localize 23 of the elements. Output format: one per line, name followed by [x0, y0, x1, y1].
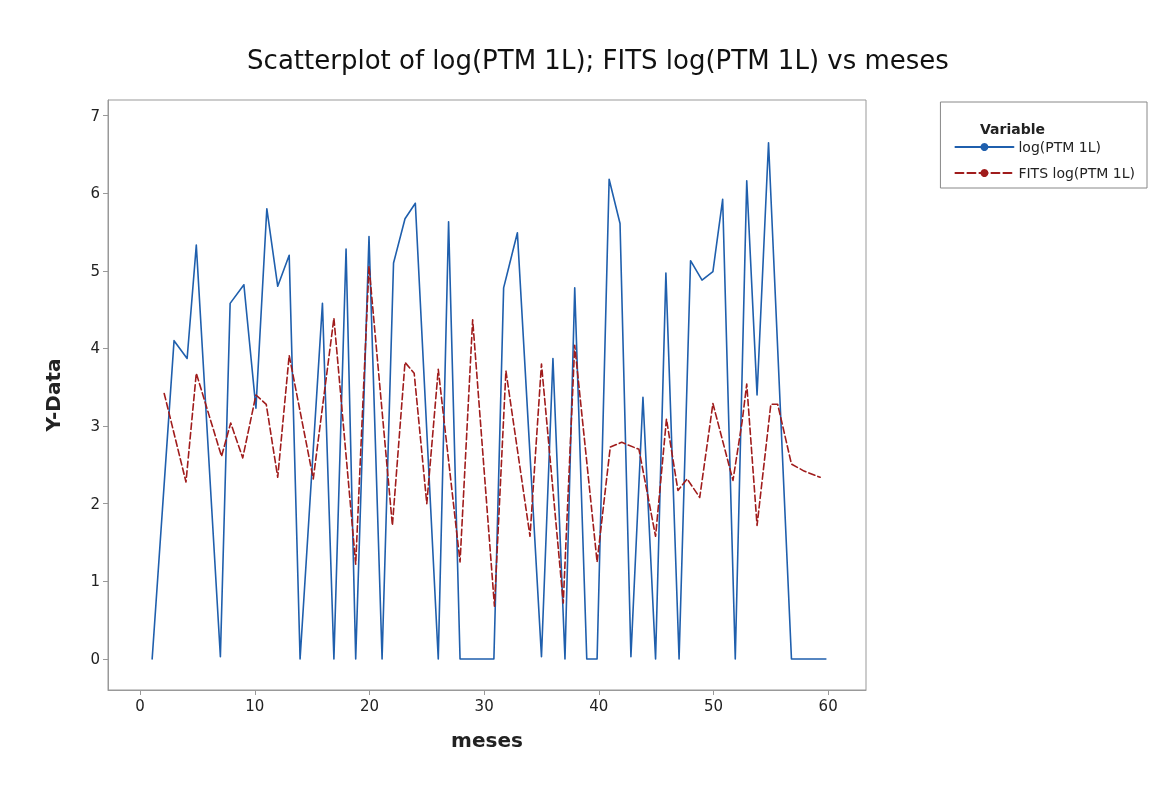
y-tick-label: 2: [90, 494, 100, 513]
chart-title: Scatterplot of log(PTM 1L); FITS log(PTM 1L) vs meses: [247, 45, 949, 75]
legend-label: log(PTM 1L): [1018, 139, 1101, 155]
x-tick-label: 10: [245, 696, 265, 715]
line-series: [151, 141, 827, 660]
x-tick-label: 0: [135, 696, 145, 715]
x-tick-label: 40: [589, 696, 609, 715]
y-axis-title: Y-Data: [41, 358, 65, 433]
y-tick-label: 5: [90, 261, 100, 280]
legend-label: FITS log(PTM 1L): [1018, 165, 1136, 181]
y-tick-label: 0: [90, 649, 100, 668]
x-axis-title: meses: [451, 728, 523, 752]
y-tick-label: 6: [90, 184, 100, 203]
x-tick-label: 20: [359, 696, 380, 715]
x-tick-label: 50: [703, 696, 724, 715]
legend-title: Variable: [980, 121, 1045, 137]
x-tick-label: 60: [818, 696, 838, 715]
y-tick-label: 4: [90, 339, 100, 358]
y-tick-label: 3: [90, 417, 100, 436]
y-tick-label: 1: [90, 572, 100, 591]
line-series: [163, 265, 821, 607]
y-tick-label: 7: [90, 106, 100, 125]
x-tick-label: 30: [474, 696, 494, 715]
